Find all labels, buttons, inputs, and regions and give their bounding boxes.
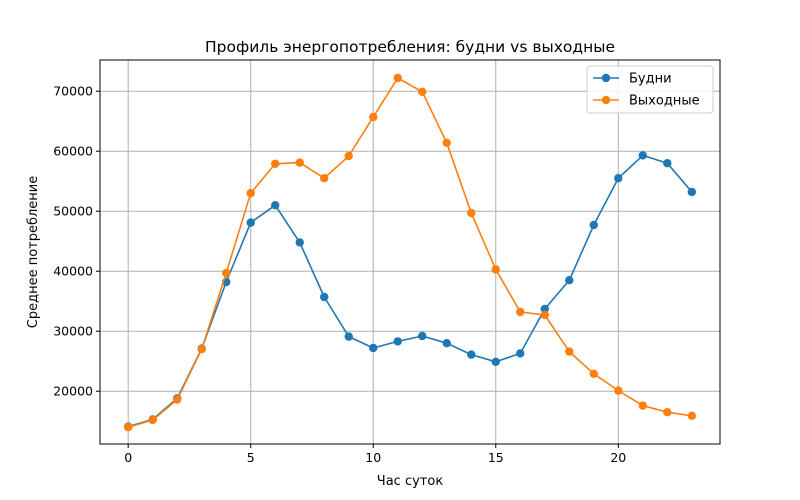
data-point [369, 343, 378, 353]
data-point [614, 174, 623, 183]
data-point [271, 159, 280, 168]
data-point [295, 158, 304, 167]
data-point [271, 201, 280, 210]
legend-entry-label: Будни [629, 72, 672, 87]
data-point [418, 331, 427, 341]
data-point [393, 337, 402, 346]
data-point [172, 395, 182, 404]
series-line-2 [127, 77, 692, 428]
data-point [393, 73, 402, 83]
legend-swatch-marker [601, 73, 611, 83]
data-point [467, 350, 476, 359]
chart-title: Профиль энергопотребления: будни vs выхо… [205, 38, 615, 56]
data-point [516, 307, 525, 317]
data-point [687, 411, 697, 420]
data-point [540, 310, 549, 320]
plot-frame [99, 59, 721, 445]
legend-entry-label: Выходные [629, 94, 700, 109]
data-point [565, 276, 574, 285]
x-tick-label: 5 [247, 450, 255, 465]
x-tick-label: 15 [488, 450, 504, 465]
ticks: 0 5 10 15 20 20000 30000 40000 50000 60000 70000 [53, 84, 626, 465]
y-tick-label: 40000 [53, 264, 93, 279]
data-point [246, 189, 255, 198]
data-point [369, 112, 378, 122]
series-line-1 [127, 154, 693, 428]
data-point [295, 238, 304, 247]
data-point [442, 339, 451, 348]
data-point [638, 401, 648, 410]
data-point [638, 151, 648, 160]
data-point [516, 349, 525, 358]
x-tick-label: 0 [124, 450, 132, 465]
data-point [148, 415, 157, 425]
data-point [418, 87, 427, 97]
data-point [589, 369, 598, 378]
data-point [663, 159, 672, 168]
data-point [540, 304, 549, 314]
y-tick-label: 50000 [53, 204, 93, 219]
y-axis-label: Среднее потребление [26, 176, 41, 329]
data-point [467, 208, 476, 218]
data-point [123, 423, 133, 432]
data-point [687, 187, 697, 197]
y-tick-label: 20000 [53, 384, 93, 399]
data-point [246, 218, 255, 227]
series-layer [123, 73, 697, 432]
x-tick-label: 10 [365, 450, 381, 465]
data-point [565, 347, 574, 356]
data-point [197, 345, 206, 354]
data-point [320, 174, 329, 183]
data-point [344, 332, 353, 341]
data-point [320, 292, 329, 302]
data-point [491, 357, 500, 366]
data-point [344, 151, 353, 161]
data-point [222, 268, 231, 278]
legend-swatch-marker [601, 95, 611, 105]
data-point [491, 265, 500, 274]
y-tick-label: 70000 [53, 84, 93, 99]
x-axis-label: Час суток [377, 474, 444, 489]
legend: Будни Выходные [586, 65, 714, 114]
data-point [589, 220, 598, 230]
y-tick-label: 30000 [53, 324, 93, 339]
y-tick-label: 60000 [53, 144, 93, 159]
data-point [663, 408, 672, 417]
data-point [614, 386, 623, 395]
data-point [442, 138, 451, 147]
x-tick-label: 20 [610, 450, 626, 465]
